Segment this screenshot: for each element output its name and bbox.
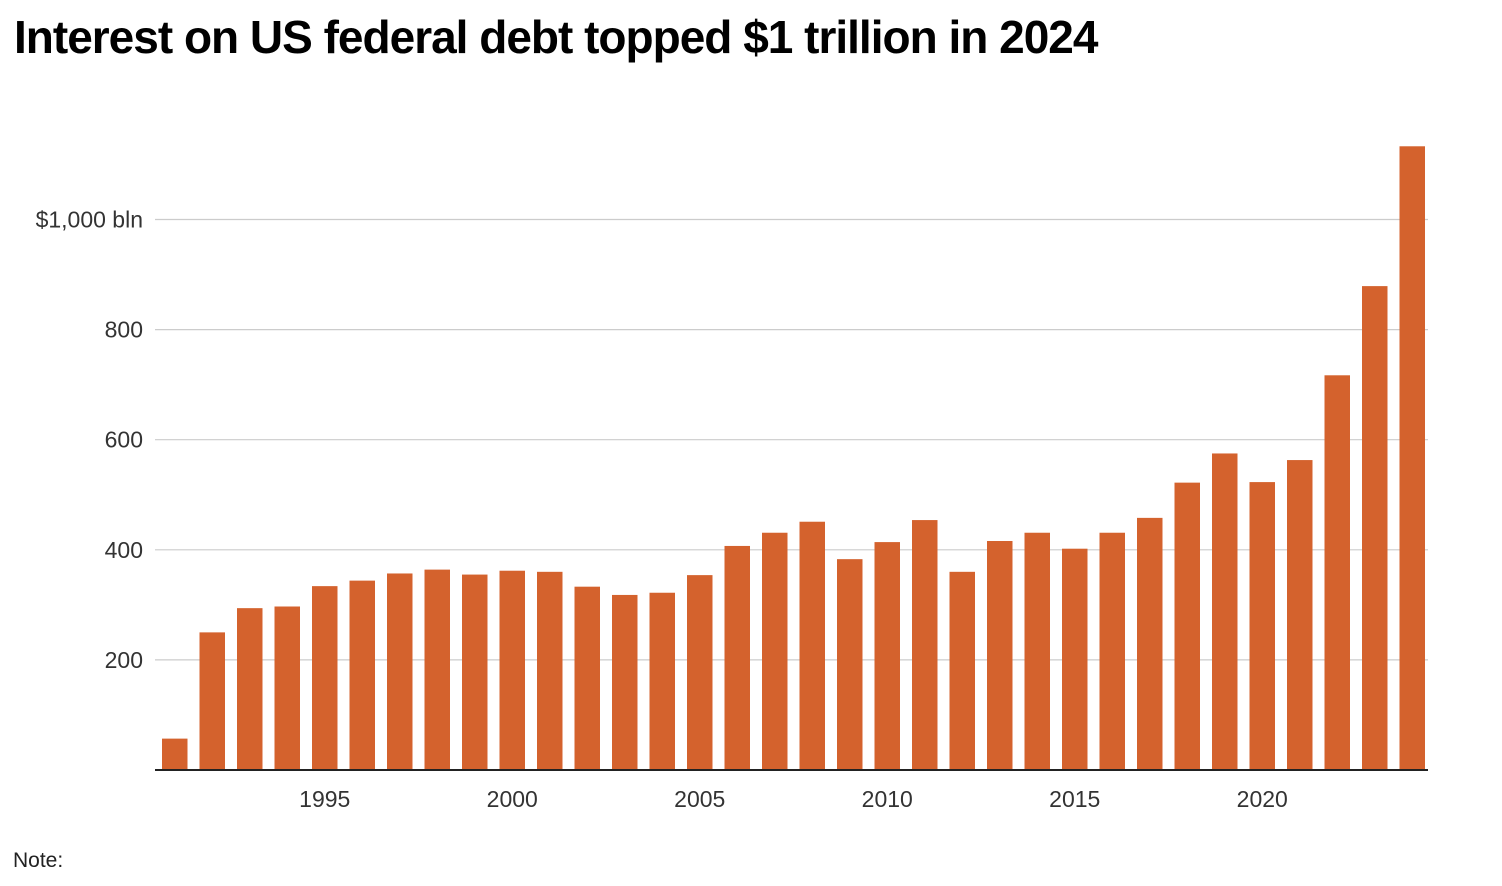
bar-2020 bbox=[1249, 482, 1275, 770]
bar-1998 bbox=[424, 569, 450, 770]
bar-2001 bbox=[537, 571, 563, 770]
bar-2015 bbox=[1062, 548, 1088, 770]
bar-1996 bbox=[349, 580, 375, 770]
bar-1991 bbox=[162, 738, 188, 770]
x-tick-label: 2020 bbox=[1237, 786, 1288, 812]
bar-1993 bbox=[237, 608, 263, 770]
chart-title: Interest on US federal debt topped $1 tr… bbox=[14, 11, 1098, 63]
bar-2005 bbox=[687, 575, 713, 770]
bar-2022 bbox=[1324, 375, 1350, 770]
x-tick-label: 2010 bbox=[862, 786, 913, 812]
bar-2013 bbox=[987, 540, 1013, 770]
y-tick-label: 600 bbox=[105, 427, 143, 453]
bar-2003 bbox=[612, 594, 638, 770]
bar-1994 bbox=[274, 606, 300, 770]
x-tick-label: 2000 bbox=[487, 786, 538, 812]
bar-2006 bbox=[724, 545, 750, 770]
x-tick-label: 2005 bbox=[674, 786, 725, 812]
y-tick-label: 200 bbox=[105, 647, 143, 673]
bar-2017 bbox=[1137, 517, 1163, 770]
y-tick-label: 800 bbox=[105, 317, 143, 343]
bar-2009 bbox=[837, 559, 863, 770]
bar-2016 bbox=[1099, 532, 1125, 770]
bar-1997 bbox=[387, 573, 413, 770]
bar-2002 bbox=[574, 586, 600, 770]
y-tick-label: $1,000 bln bbox=[36, 207, 143, 233]
bar-2024 bbox=[1399, 146, 1425, 770]
y-axis-labels: 200 400 600 800 $1,000 bln bbox=[36, 207, 143, 673]
bar-2023 bbox=[1362, 286, 1388, 770]
bar-2011 bbox=[912, 520, 938, 770]
bar-2018 bbox=[1174, 482, 1200, 770]
bar-1999 bbox=[462, 574, 488, 770]
bar-2000 bbox=[499, 570, 525, 770]
bar-2004 bbox=[649, 592, 675, 770]
bar-2012 bbox=[949, 571, 975, 770]
x-axis-labels: 1995 2000 2005 2010 2015 2020 bbox=[299, 786, 1288, 812]
bar-2019 bbox=[1212, 453, 1238, 770]
bars bbox=[162, 146, 1425, 770]
bar-2010 bbox=[874, 542, 900, 770]
y-tick-label: 400 bbox=[105, 537, 143, 563]
bar-2014 bbox=[1024, 532, 1050, 770]
bar-1995 bbox=[312, 586, 338, 770]
bar-2021 bbox=[1287, 460, 1313, 770]
bar-2007 bbox=[762, 532, 788, 770]
bar-2008 bbox=[799, 521, 825, 770]
x-tick-label: 1995 bbox=[299, 786, 350, 812]
bar-1992 bbox=[199, 632, 225, 770]
note-text: Note: bbox=[13, 849, 64, 872]
x-tick-label: 2015 bbox=[1049, 786, 1100, 812]
